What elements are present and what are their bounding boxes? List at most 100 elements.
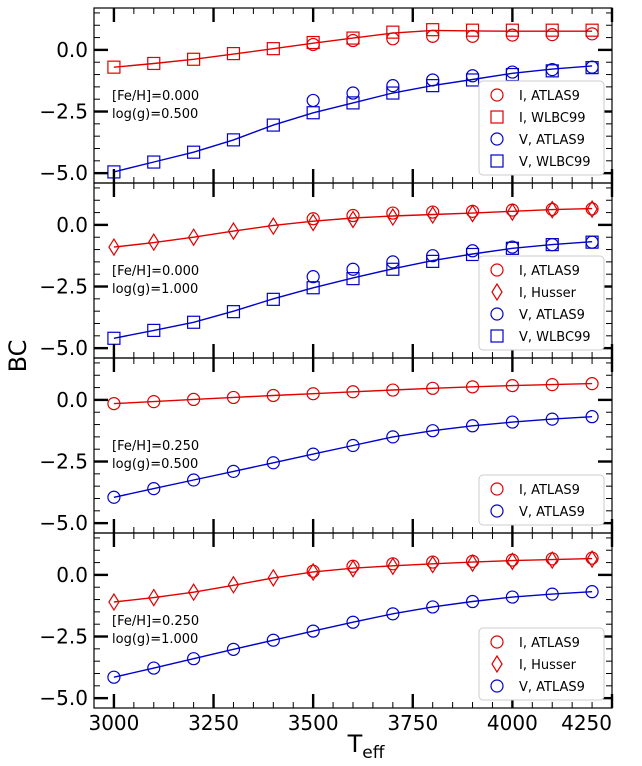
legend-marker (490, 88, 504, 102)
data-point (306, 281, 320, 295)
panel-4: 0.0 −2.5 −5.0 [Fe/H]=0.250 log(g)=1.000 I, AT… (39, 532, 614, 710)
annotation-line: [Fe/H]=0.000 (112, 264, 199, 279)
fit-line-V (113, 65, 593, 173)
fit-line-I (113, 29, 593, 68)
data-point (505, 23, 519, 37)
data-point (465, 380, 480, 394)
data-point (346, 262, 360, 276)
data-point (585, 23, 599, 37)
fit-line-V (113, 241, 593, 339)
data-point (585, 27, 599, 41)
data-point (387, 557, 399, 576)
data-point (187, 315, 201, 329)
data-point (147, 661, 161, 675)
y-tick-label: 0.0 (56, 38, 88, 62)
data-point (426, 23, 440, 37)
data-point (267, 217, 280, 236)
y-tick-label: −5.0 (39, 161, 88, 185)
data-point (585, 377, 599, 391)
data-point (227, 221, 240, 241)
data-point (147, 155, 161, 169)
data-point (306, 387, 320, 401)
legend-marker (491, 282, 503, 302)
data-point (386, 25, 400, 39)
data-point (545, 378, 559, 392)
legend-label: V, ATLAS9 (519, 308, 585, 323)
data-point (465, 244, 480, 258)
data-point (306, 447, 320, 461)
legend-marker (490, 110, 504, 124)
series-i-atlas9 (306, 202, 599, 226)
legend-label: I, Husser (519, 286, 577, 301)
legend-marker (491, 654, 503, 674)
annotation-line: log(g)=1.000 (112, 282, 198, 297)
data-point (505, 415, 519, 429)
data-point (107, 670, 121, 684)
annotation: [Fe/H]=0.250 log(g)=0.500 (112, 439, 199, 472)
series-i-husser (108, 549, 598, 612)
x-axis-label-main: T (347, 730, 363, 758)
annotation-line: log(g)=1.000 (112, 632, 198, 647)
data-point (266, 456, 280, 470)
data-point (426, 381, 440, 395)
data-point (226, 464, 241, 478)
data-point (546, 550, 558, 570)
data-point (426, 254, 440, 268)
data-point (426, 79, 440, 93)
data-point (108, 237, 120, 257)
data-point (586, 199, 598, 219)
data-point (585, 410, 599, 424)
fit-line-V (113, 416, 593, 498)
legend-marker (490, 329, 504, 343)
legend-label: V, ATLAS9 (519, 505, 585, 520)
data-point (386, 206, 400, 220)
data-point (226, 133, 241, 147)
data-point (426, 424, 440, 438)
data-point (147, 482, 161, 496)
legend-label: I, ATLAS9 (519, 89, 580, 104)
data-point (306, 35, 320, 50)
data-point (545, 64, 559, 78)
legend-marker (490, 482, 504, 496)
data-point (187, 392, 201, 407)
data-point (387, 207, 399, 227)
data-point (505, 590, 519, 604)
data-point (386, 383, 400, 397)
legend-frame (478, 80, 605, 176)
legend: I, ATLAS9 I, Husser V, ATLAS9 V, WLBC99 (478, 255, 605, 351)
series-i-wlbc99 (107, 23, 599, 74)
annotation: [Fe/H]=0.000 log(g)=0.500 (112, 89, 199, 122)
data-point (465, 73, 480, 87)
data-point (505, 65, 519, 79)
data-point (426, 600, 440, 614)
data-point (545, 587, 559, 601)
data-point (347, 210, 359, 229)
y-tick-label: 0.0 (56, 563, 88, 587)
data-point (505, 241, 519, 255)
data-point (346, 385, 360, 399)
data-point (107, 60, 121, 74)
data-point (107, 490, 121, 504)
data-point (346, 208, 360, 223)
panel-1: 0.0 −2.5 −5.0 [Fe/H]=0.000 log(g)=0.500 I, AT… (39, 7, 614, 185)
data-point (386, 32, 400, 46)
legend-label: V, ATLAS9 (519, 133, 585, 148)
data-point (386, 79, 400, 93)
panels: 0.0 −2.5 −5.0 [Fe/H]=0.000 log(g)=0.500 I, AT… (39, 7, 614, 735)
x-tick-label: 4000 (487, 711, 538, 735)
y-tick-label: −5.0 (39, 336, 88, 360)
annotation-line: [Fe/H]=0.250 (112, 439, 199, 454)
legend-label: I, WLBC99 (519, 111, 586, 126)
data-point (266, 118, 280, 132)
data-point (346, 96, 360, 110)
panel-3: 0.0 −2.5 −5.0 [Fe/H]=0.250 log(g)=0.500 I, AT… (39, 357, 614, 535)
data-point (386, 607, 400, 621)
data-point (585, 61, 599, 75)
fit-line-I (113, 382, 593, 405)
annotation: [Fe/H]=0.250 log(g)=1.000 (112, 614, 199, 647)
y-tick-label: −5.0 (39, 686, 88, 710)
data-point (187, 473, 201, 487)
legend-frame (478, 627, 605, 701)
data-point (226, 642, 241, 656)
